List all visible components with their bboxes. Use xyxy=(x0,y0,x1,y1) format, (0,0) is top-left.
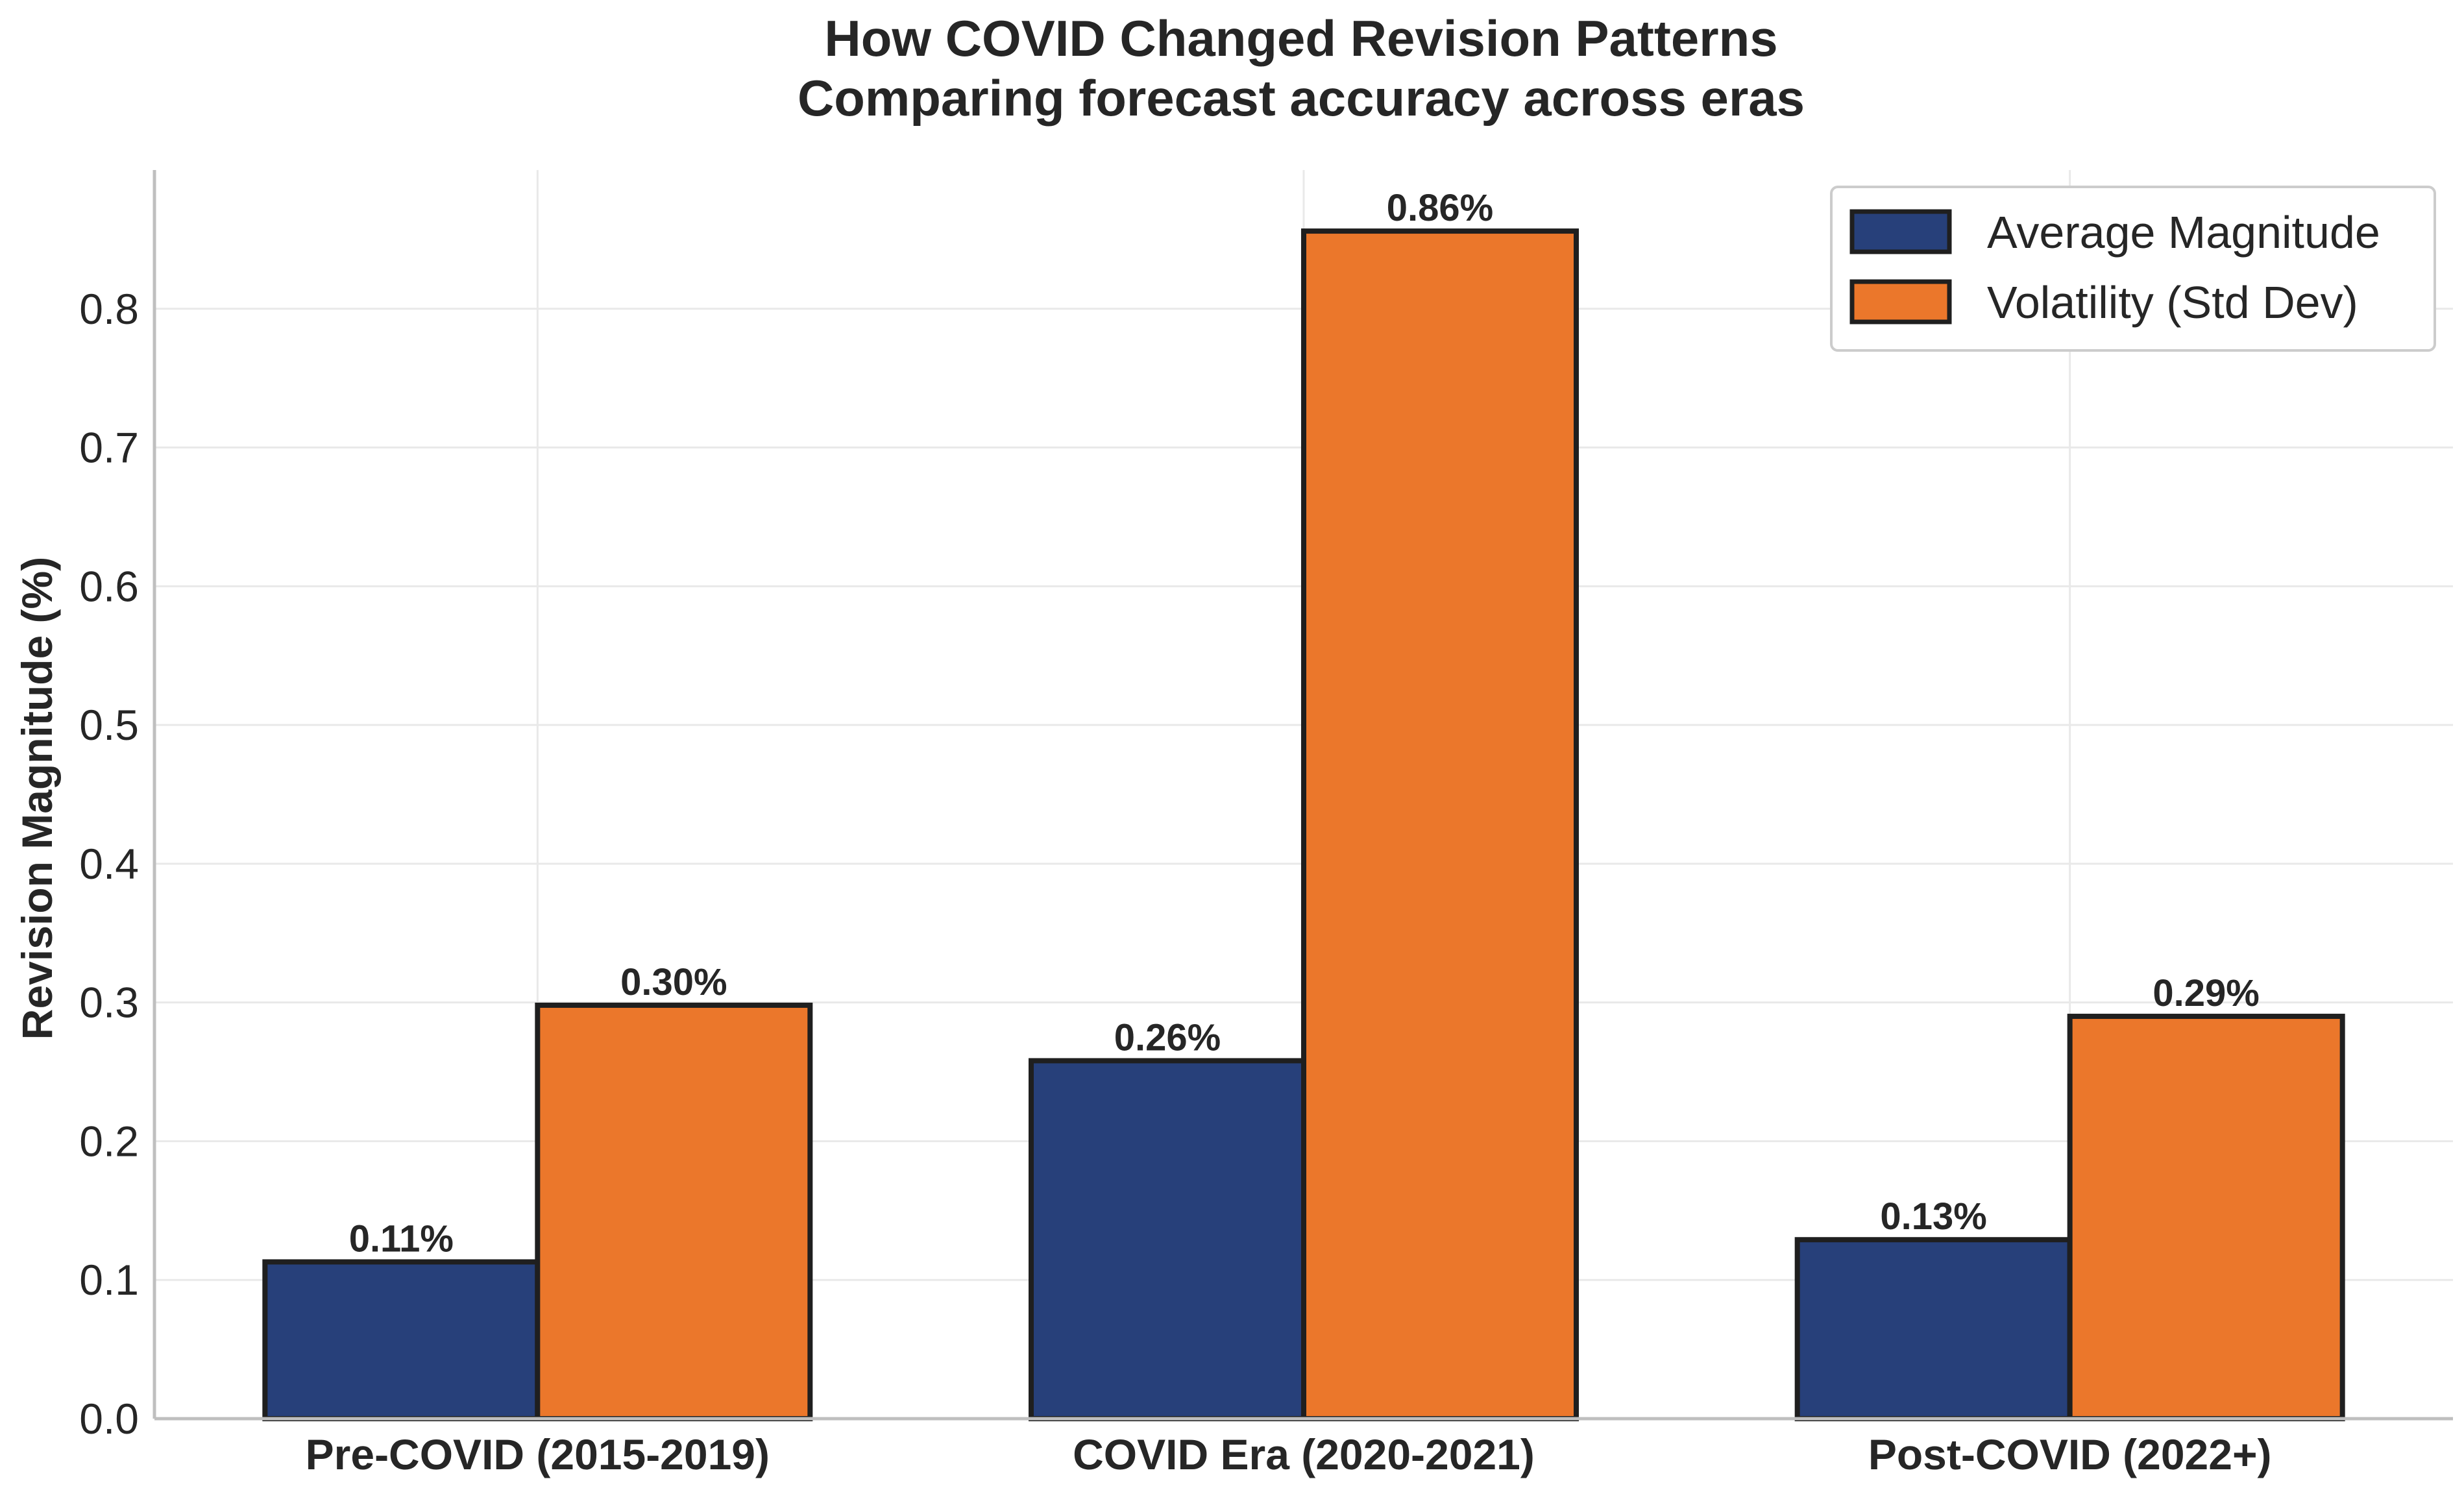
legend-swatch xyxy=(1849,209,1952,254)
y-tick-label: 0.5 xyxy=(79,701,139,749)
bar-value-label: 0.26% xyxy=(1114,1016,1221,1058)
y-tick-label: 0.2 xyxy=(79,1117,139,1165)
bar-value-label: 0.29% xyxy=(2153,972,2259,1014)
y-tick-label: 0.8 xyxy=(79,285,139,333)
y-tick-label: 0.3 xyxy=(79,979,139,1027)
legend-label: Average Magnitude xyxy=(1987,207,2380,258)
axes xyxy=(152,170,2453,1421)
bar[interactable] xyxy=(1301,228,1579,1421)
bar-value-label: 0.13% xyxy=(1880,1195,1986,1238)
legend[interactable]: Average Magnitude Volatility (Std Dev) xyxy=(1830,186,2436,352)
legend-label: Volatility (Std Dev) xyxy=(1987,277,2358,328)
y-axis-label: Revision Magnitude (%) xyxy=(13,557,61,1040)
x-tick-label: Pre-COVID (2015-2019) xyxy=(306,1430,770,1478)
legend-swatch xyxy=(1849,279,1952,324)
bar[interactable] xyxy=(262,1259,541,1422)
chart-subtitle: Comparing forecast accuracy across eras xyxy=(798,69,1805,127)
chart-title: How COVID Changed Revision Patterns xyxy=(824,10,1777,67)
y-tick-label: 0.4 xyxy=(79,840,139,888)
bar-value-label: 0.11% xyxy=(349,1217,454,1260)
y-tick-label: 0.6 xyxy=(79,562,139,610)
legend-box xyxy=(1830,186,2436,352)
bar[interactable] xyxy=(535,1002,813,1422)
bar[interactable] xyxy=(1029,1058,1306,1422)
y-tick-label: 0.7 xyxy=(79,424,139,472)
y-tick-label: 0.1 xyxy=(79,1256,139,1304)
y-tick-label: 0.0 xyxy=(79,1395,139,1443)
x-tick-label: COVID Era (2020-2021) xyxy=(1073,1430,1535,1478)
bar[interactable] xyxy=(2067,1014,2345,1421)
tick-labels: 0.0 0.1 0.2 0.3 0.4 0.5 0.6 0.7 0.8 Pre-COVID (20… xyxy=(79,285,2271,1478)
bar-value-label: 0.30% xyxy=(620,961,727,1003)
bar-value-label: 0.86% xyxy=(1387,187,1493,229)
x-tick-label: Post-COVID (2022+) xyxy=(1868,1430,2272,1478)
data-labels: 0.11% 0.26% 0.13% 0.30% 0.86% 0.29% xyxy=(349,187,2260,1260)
bar[interactable] xyxy=(1794,1237,2073,1422)
bars xyxy=(262,228,2345,1422)
